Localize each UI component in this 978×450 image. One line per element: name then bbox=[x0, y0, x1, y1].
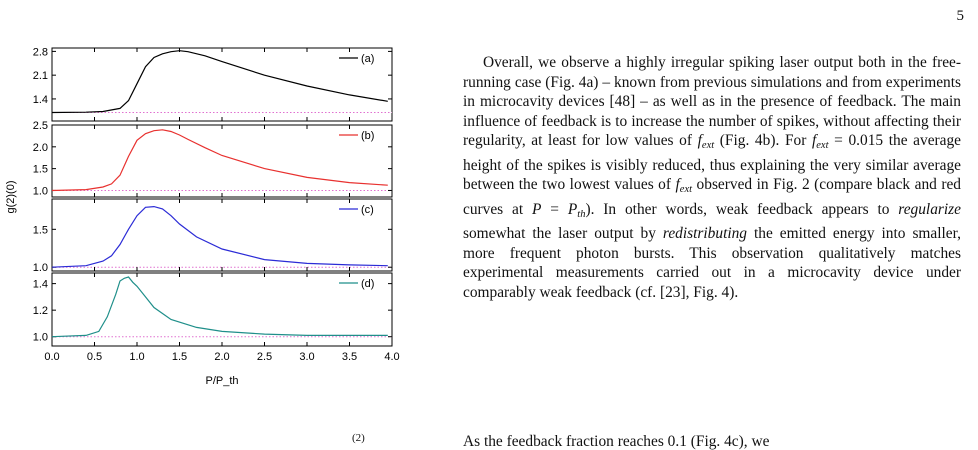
series-line-2 bbox=[51, 205, 388, 268]
page-number: 5 bbox=[956, 8, 965, 24]
g2-vs-pump-chart: 1.4 2.1 2.8 (a) 1.0 1.5 2.0 2.5 (b) 1.0 1.5 (c) 1.0 1… bbox=[0, 40, 420, 450]
x-tick-label-3: 1.5 bbox=[172, 351, 187, 363]
x-tick-label-5: 2.5 bbox=[257, 351, 272, 363]
y-tick-label-2-1: 1.5 bbox=[33, 224, 48, 236]
chart-svg: 1.4 2.1 2.8 (a) 1.0 1.5 2.0 2.5 (b) 1.0 1.5 (c) 1.0 1… bbox=[5, 46, 400, 387]
y-tick-label-3-1: 1.2 bbox=[33, 305, 48, 317]
series-line-1 bbox=[51, 129, 388, 192]
y-tick-label-1-0: 1.0 bbox=[33, 185, 48, 197]
next-paragraph-start: As the feedback fraction reaches 0.1 (Fi… bbox=[463, 433, 770, 450]
figure-4: 1.4 2.1 2.8 (a) 1.0 1.5 2.0 2.5 (b) 1.0 1.5 (c) 1.0 1… bbox=[0, 40, 420, 450]
y-tick-label-1-3: 2.5 bbox=[33, 120, 48, 132]
x-tick-label-0: 0.0 bbox=[44, 351, 59, 363]
series-line-3 bbox=[51, 276, 388, 338]
x-axis-label: P/P_th bbox=[205, 375, 238, 387]
x-tick-label-8: 4.0 bbox=[384, 351, 399, 363]
panel-frame-0 bbox=[51, 47, 393, 122]
x-tick-label-1: 0.5 bbox=[87, 351, 102, 363]
y-tick-label-3-0: 1.0 bbox=[33, 332, 48, 344]
x-tick-label-4: 2.0 bbox=[214, 351, 229, 363]
y-axis-label: g(2)(0) bbox=[5, 180, 17, 213]
body-text-column: Overall, we observe a highly irregular s… bbox=[463, 53, 961, 302]
caption-fragment: (2) bbox=[352, 432, 365, 444]
x-tick-label-2: 1.0 bbox=[129, 351, 144, 363]
y-tick-label-3-2: 1.4 bbox=[33, 279, 48, 291]
panel-frame-1 bbox=[51, 124, 393, 198]
y-tick-label-2-0: 1.0 bbox=[33, 262, 48, 274]
y-tick-label-1-1: 1.5 bbox=[33, 164, 48, 176]
x-tick-label-6: 3.0 bbox=[299, 351, 314, 363]
y-tick-label-1-2: 2.0 bbox=[33, 142, 48, 154]
series-line-0 bbox=[51, 50, 388, 114]
legend-label-0: (a) bbox=[361, 53, 374, 65]
legend-label-1: (b) bbox=[361, 130, 374, 142]
panel-frame-2 bbox=[51, 198, 393, 272]
x-tick-label-7: 3.5 bbox=[342, 351, 357, 363]
y-tick-label-0-2: 2.8 bbox=[33, 46, 48, 58]
y-tick-label-0-1: 2.1 bbox=[33, 70, 48, 82]
y-tick-label-0-0: 1.4 bbox=[33, 94, 48, 106]
legend-label-2: (c) bbox=[361, 204, 374, 216]
body-paragraph: Overall, we observe a highly irregular s… bbox=[463, 54, 962, 301]
legend-label-3: (d) bbox=[361, 278, 374, 290]
